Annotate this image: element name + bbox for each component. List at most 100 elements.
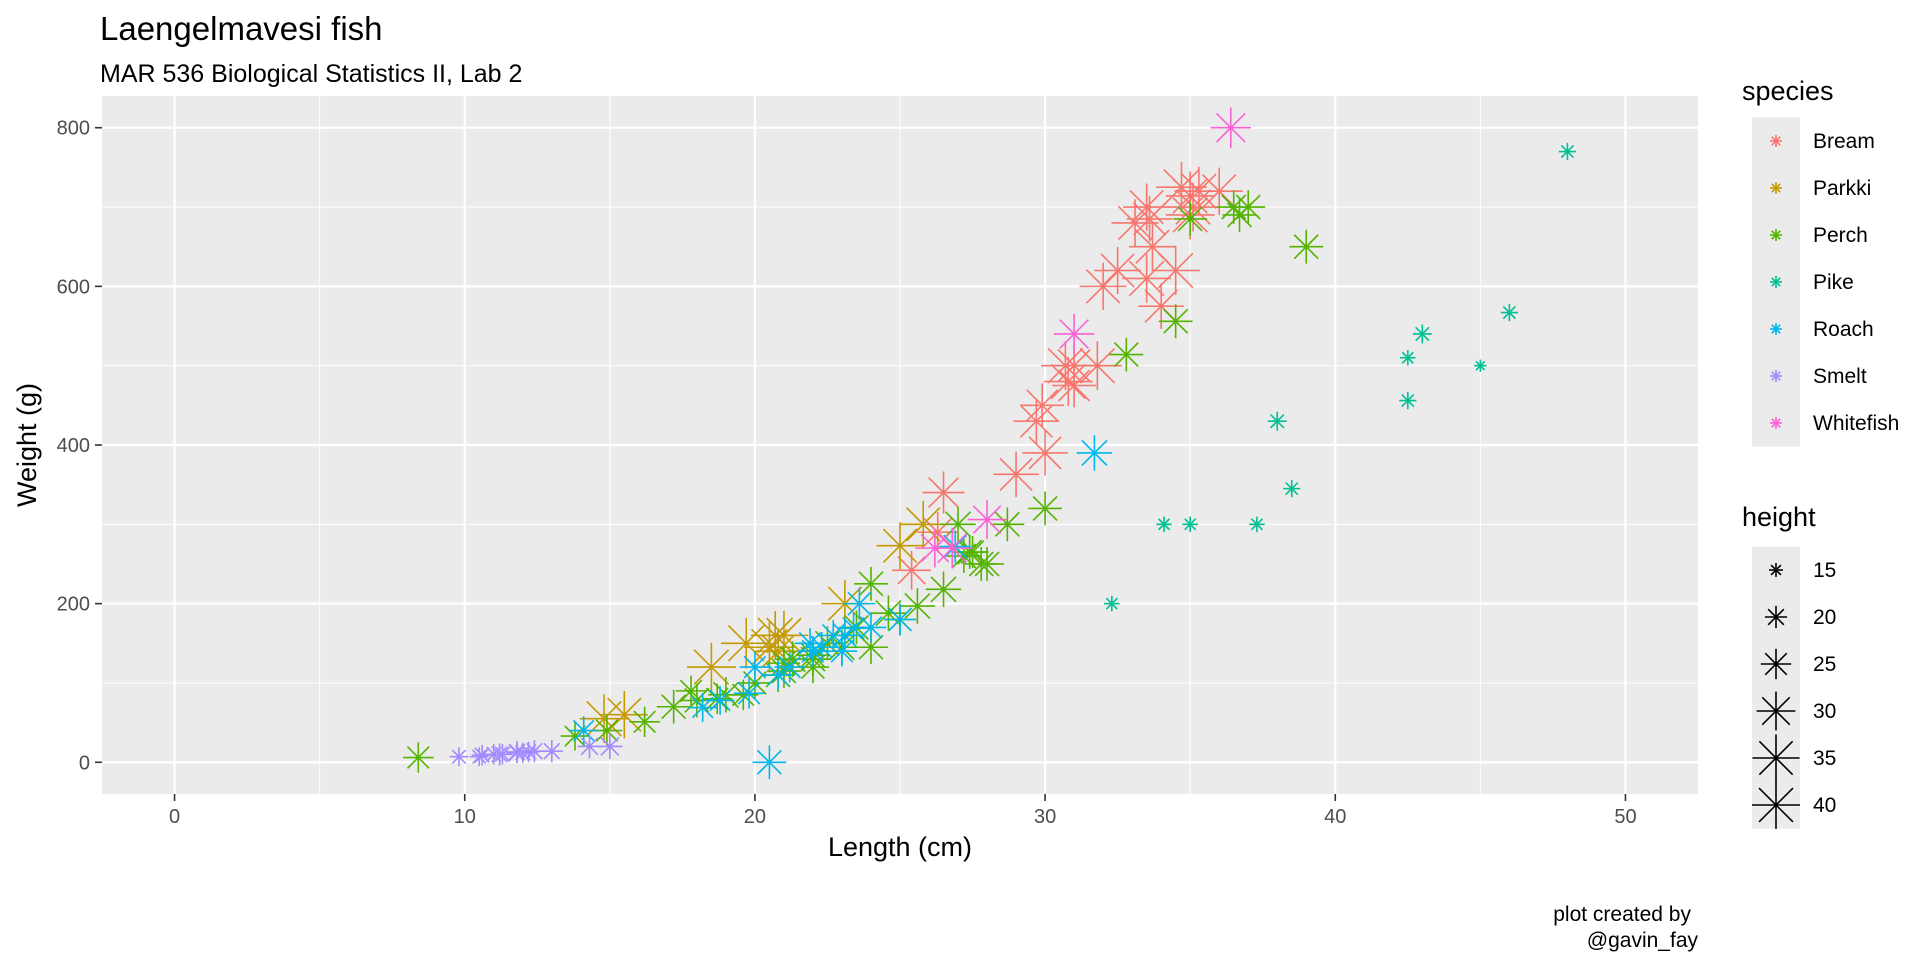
point-roach <box>752 745 787 780</box>
point-perch <box>560 721 590 751</box>
size-key-30 <box>1756 691 1796 731</box>
x-tick-label: 20 <box>744 806 766 828</box>
y-tick-label: 800 <box>57 118 90 140</box>
legend-key-perch <box>1770 229 1782 241</box>
point-perch <box>1173 202 1208 236</box>
point-bream <box>1072 341 1122 391</box>
x-axis: 0 10 20 30 40 50 <box>169 794 1637 828</box>
point-smelt <box>492 744 513 765</box>
legend-label-whitefish: Whitefish <box>1813 412 1899 435</box>
major-gridlines <box>102 96 1698 794</box>
point-bream <box>1151 246 1201 295</box>
point-bream <box>1022 430 1068 476</box>
point-smelt <box>523 740 546 763</box>
point-perch <box>629 706 660 738</box>
point-perch <box>940 506 976 543</box>
point-pike <box>1400 349 1416 366</box>
caption-line-1: plot created by <box>1553 903 1691 926</box>
point-pike <box>1500 303 1518 322</box>
point-perch <box>1109 337 1144 372</box>
size-label-40: 40 <box>1813 794 1836 817</box>
point-pike <box>1399 391 1417 410</box>
point-perch <box>675 675 707 707</box>
point-roach <box>838 612 869 644</box>
point-perch <box>925 571 962 608</box>
point-whitefish <box>1053 313 1095 355</box>
point-perch <box>1028 491 1063 526</box>
caption-line-2: @gavin_fay <box>1587 929 1699 952</box>
point-parkki <box>899 500 947 548</box>
point-roach <box>843 587 876 620</box>
chart-subtitle: MAR 536 Biological Statistics II, Lab 2 <box>100 60 522 88</box>
legend-key-pike <box>1770 276 1782 288</box>
point-pike <box>1283 480 1301 498</box>
point-roach <box>739 651 771 683</box>
point-parkki <box>876 522 924 570</box>
point-roach <box>774 651 805 683</box>
legend-key-parkki <box>1770 182 1782 194</box>
point-bream <box>1094 246 1142 295</box>
point-roach <box>1076 435 1113 471</box>
point-bream <box>993 451 1039 498</box>
legend-label-pike: Pike <box>1813 271 1854 294</box>
point-smelt <box>469 747 489 767</box>
legend-key-roach <box>1770 323 1782 335</box>
point-perch <box>403 742 434 773</box>
legend-label-parkki: Parkki <box>1813 177 1871 200</box>
point-parkki <box>600 691 648 739</box>
y-tick-label: 400 <box>57 435 90 457</box>
y-tick-label: 600 <box>57 276 90 298</box>
size-key-15 <box>1769 563 1783 577</box>
point-bream <box>1122 254 1172 303</box>
point-parkki <box>720 618 772 669</box>
size-label-25: 25 <box>1813 653 1836 676</box>
point-perch <box>656 689 691 724</box>
data-points <box>403 107 1577 780</box>
point-perch <box>1289 229 1324 264</box>
point-perch <box>952 535 987 569</box>
legend-key-bream <box>1770 135 1782 147</box>
point-pike <box>1156 516 1172 533</box>
y-tick-label: 0 <box>79 752 90 774</box>
legend-key-whitefish <box>1770 417 1782 429</box>
point-roach <box>828 619 861 652</box>
point-pike <box>1104 595 1120 612</box>
point-roach <box>705 685 735 715</box>
point-smelt <box>577 734 602 759</box>
point-bream <box>922 471 965 514</box>
point-smelt <box>597 733 623 760</box>
y-axis: 0 200 400 600 800 <box>57 118 102 774</box>
point-perch <box>701 683 733 715</box>
x-tick-label: 0 <box>169 806 180 828</box>
point-roach <box>883 603 917 636</box>
legend-label-roach: Roach <box>1813 318 1874 341</box>
size-label-20: 20 <box>1813 606 1836 629</box>
point-pike <box>1249 516 1265 533</box>
x-tick-label: 30 <box>1034 806 1056 828</box>
point-whitefish <box>932 527 973 569</box>
legend-label-smelt: Smelt <box>1813 365 1867 388</box>
legend-label-bream: Bream <box>1813 130 1875 153</box>
point-roach <box>797 635 829 667</box>
legend-key-smelt <box>1770 370 1782 382</box>
point-perch <box>899 588 936 624</box>
point-pike <box>1267 411 1287 431</box>
point-perch <box>970 547 1004 581</box>
size-key-25 <box>1760 648 1792 680</box>
size-label-15: 15 <box>1813 559 1836 582</box>
species-legend: species Bream Parkki Perch Pike Roach Smelt Wh… <box>1742 76 1899 447</box>
legend-label-perch: Perch <box>1813 224 1868 247</box>
chart-title: Laengelmavesi fish <box>100 10 383 47</box>
point-perch <box>990 507 1025 542</box>
point-smelt <box>540 740 563 763</box>
x-tick-label: 50 <box>1614 806 1636 828</box>
point-bream <box>1020 383 1065 428</box>
height-legend-title: height <box>1742 502 1816 532</box>
point-roach <box>855 612 887 643</box>
point-roach <box>763 660 793 690</box>
point-roach <box>939 530 972 563</box>
size-key-40 <box>1752 781 1800 829</box>
x-axis-title: Length (cm) <box>828 832 972 862</box>
size-label-35: 35 <box>1813 747 1836 770</box>
